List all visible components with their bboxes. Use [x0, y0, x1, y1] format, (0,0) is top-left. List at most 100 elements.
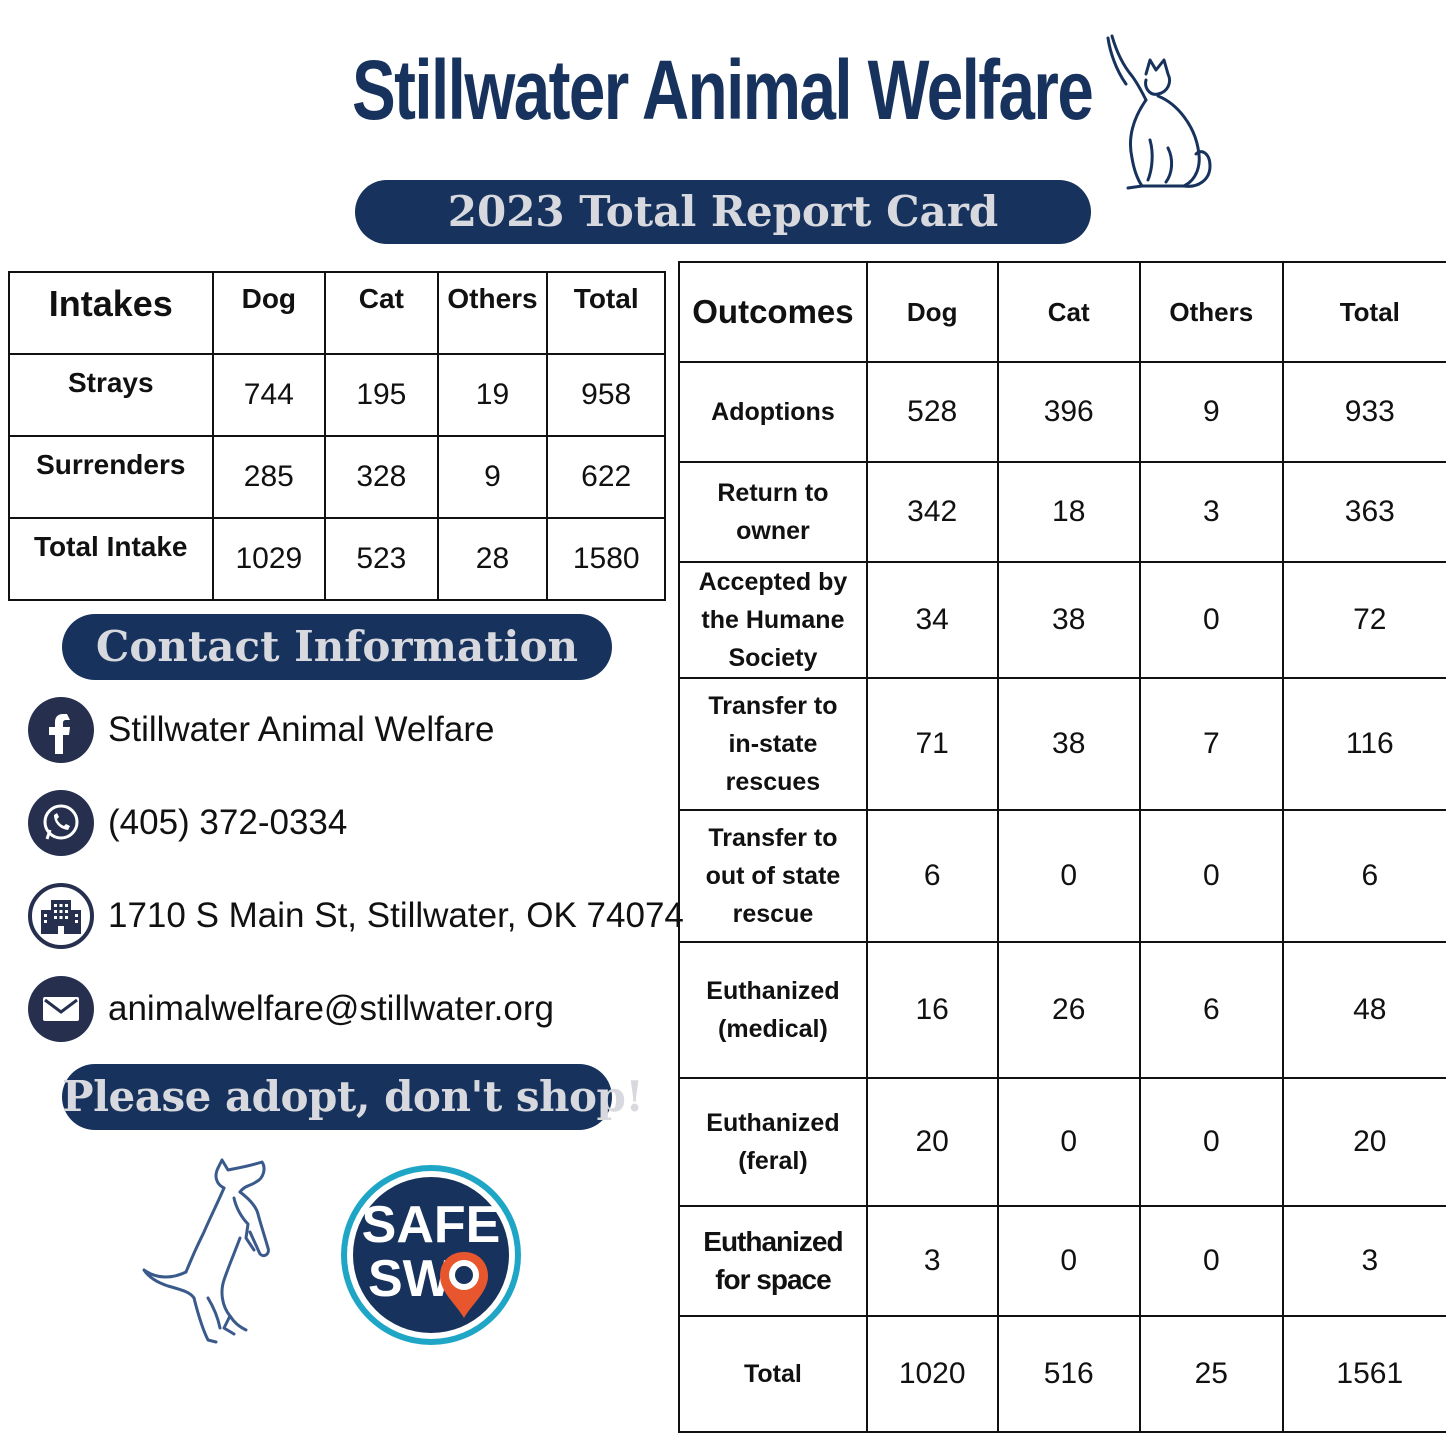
cell-dog: 528 — [865, 361, 999, 463]
cell-dog: 744 — [211, 353, 327, 437]
cell-total: 622 — [546, 435, 666, 519]
cat-logo-icon — [1106, 34, 1212, 190]
table-row: Transfer to out of state rescue 6 0 0 6 — [678, 809, 1446, 943]
cell-total: 48 — [1281, 941, 1446, 1079]
contact-address[interactable]: 1710 S Main St, Stillwater, OK 74074 — [28, 882, 684, 950]
cell-others: 0 — [1138, 809, 1284, 943]
cell-cat: 328 — [324, 435, 439, 519]
cell-total: 363 — [1281, 461, 1446, 563]
cell-cat: 0 — [996, 809, 1141, 943]
cell-others: 3 — [1138, 461, 1284, 563]
table-row: Euthanized for space 3 0 0 3 — [678, 1205, 1446, 1317]
table-row: Transfer to in-state rescues 71 38 7 116 — [678, 677, 1446, 811]
cell-total: 6 — [1281, 809, 1446, 943]
cell-total: 72 — [1281, 561, 1446, 679]
contact-facebook[interactable]: Stillwater Animal Welfare — [28, 696, 494, 764]
table-row: Euthanized (feral) 20 0 0 20 — [678, 1077, 1446, 1207]
cell-dog: 71 — [865, 677, 999, 811]
location-pin-icon — [440, 1252, 488, 1318]
cell-total: 933 — [1281, 361, 1446, 463]
table-row: Total 1020 516 25 1561 — [678, 1315, 1446, 1433]
cell-others: 25 — [1138, 1315, 1284, 1433]
row-label: Transfer to in-state rescues — [678, 677, 868, 811]
cell-cat: 396 — [996, 361, 1141, 463]
cell-others: 0 — [1138, 1077, 1284, 1207]
row-label: Total Intake — [8, 517, 214, 601]
cell-others: 28 — [436, 517, 549, 601]
facebook-name[interactable]: Stillwater Animal Welfare — [108, 710, 495, 749]
row-label: Surrenders — [8, 435, 214, 519]
contact-email[interactable]: animalwelfare@stillwater.org — [28, 975, 554, 1043]
outcomes-header-total: Total — [1281, 261, 1446, 363]
table-row: Return to owner 342 18 3 363 — [678, 461, 1446, 563]
cell-total: 20 — [1281, 1077, 1446, 1207]
cell-dog: 6 — [865, 809, 999, 943]
outcomes-table: Outcomes Dog Cat Others Total Adoptions … — [678, 261, 1446, 1433]
cell-others: 0 — [1138, 561, 1284, 679]
cell-dog: 342 — [865, 461, 999, 563]
whatsapp-icon — [28, 790, 94, 856]
dog-logo-icon — [142, 1158, 270, 1344]
cell-others: 19 — [436, 353, 549, 437]
email-address[interactable]: animalwelfare@stillwater.org — [108, 989, 554, 1028]
cell-cat: 0 — [996, 1205, 1141, 1317]
contact-phone[interactable]: (405) 372-0334 — [28, 789, 347, 857]
intakes-header-row: Intakes Dog Cat Others Total — [8, 271, 666, 355]
cell-dog: 3 — [865, 1205, 999, 1317]
table-row: Euthanized (medical) 16 26 6 48 — [678, 941, 1446, 1079]
cell-cat: 0 — [996, 1077, 1141, 1207]
cell-total: 3 — [1281, 1205, 1446, 1317]
safe-sw-badge: SAFE SW — [341, 1165, 521, 1345]
table-row: Strays 744 195 19 958 — [8, 353, 666, 437]
row-label: Adoptions — [678, 361, 868, 463]
intakes-header-dog: Dog — [211, 271, 327, 355]
row-label: Euthanized for space — [678, 1205, 868, 1317]
outcomes-header-cat: Cat — [996, 261, 1141, 363]
intakes-table: Intakes Dog Cat Others Total Strays 744 … — [8, 271, 666, 601]
cell-dog: 16 — [865, 941, 999, 1079]
cell-cat: 516 — [996, 1315, 1141, 1433]
table-row: Accepted by the Humane Society 34 38 0 7… — [678, 561, 1446, 679]
row-label: Total — [678, 1315, 868, 1433]
cell-dog: 1020 — [865, 1315, 999, 1433]
outcomes-header: Outcomes — [678, 261, 868, 363]
badge-text-safe: SAFE — [362, 1196, 501, 1254]
cell-others: 9 — [1138, 361, 1284, 463]
cell-cat: 18 — [996, 461, 1141, 563]
row-label: Transfer to out of state rescue — [678, 809, 868, 943]
facebook-icon — [28, 697, 94, 763]
cell-cat: 26 — [996, 941, 1141, 1079]
cell-others: 9 — [436, 435, 549, 519]
cell-others: 7 — [1138, 677, 1284, 811]
row-label: Accepted by the Humane Society — [678, 561, 868, 679]
intakes-header-others: Others — [436, 271, 549, 355]
row-label: Euthanized (medical) — [678, 941, 868, 1079]
phone-number[interactable]: (405) 372-0334 — [108, 803, 348, 842]
row-label: Euthanized (feral) — [678, 1077, 868, 1207]
contact-heading: Contact Information — [62, 614, 612, 680]
outcomes-header-row: Outcomes Dog Cat Others Total — [678, 261, 1446, 363]
building-icon — [28, 883, 94, 949]
table-row: Total Intake 1029 523 28 1580 — [8, 517, 666, 601]
intakes-header-cat: Cat — [324, 271, 439, 355]
cell-cat: 195 — [324, 353, 439, 437]
cell-total: 958 — [546, 353, 666, 437]
cell-others: 6 — [1138, 941, 1284, 1079]
intakes-header-total: Total — [546, 271, 666, 355]
mail-icon — [28, 976, 94, 1042]
cell-dog: 285 — [211, 435, 327, 519]
intakes-header: Intakes — [8, 271, 214, 355]
cell-cat: 38 — [996, 677, 1141, 811]
row-label: Strays — [8, 353, 214, 437]
street-address[interactable]: 1710 S Main St, Stillwater, OK 74074 — [108, 896, 684, 935]
table-row: Adoptions 528 396 9 933 — [678, 361, 1446, 463]
report-card-banner: 2023 Total Report Card — [355, 180, 1091, 244]
cell-dog: 20 — [865, 1077, 999, 1207]
cell-others: 0 — [1138, 1205, 1284, 1317]
table-row: Surrenders 285 328 9 622 — [8, 435, 666, 519]
cell-dog: 1029 — [211, 517, 327, 601]
badge-text-sw: SW — [368, 1250, 453, 1308]
cell-cat: 523 — [324, 517, 439, 601]
cell-cat: 38 — [996, 561, 1141, 679]
page-title: Stillwater Animal Welfare — [352, 43, 1094, 137]
